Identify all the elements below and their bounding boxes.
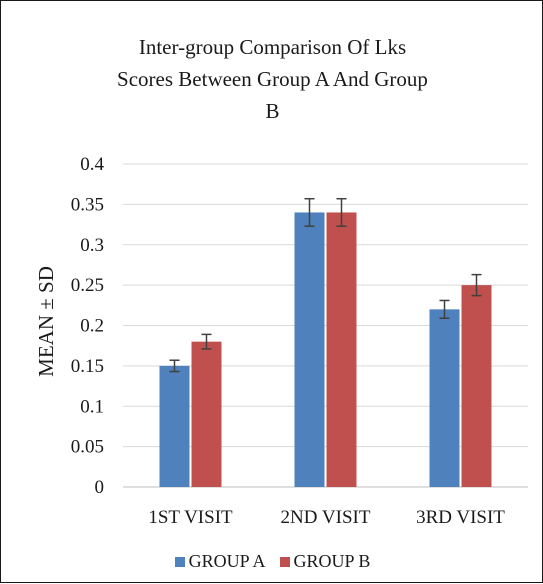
chart-legend: GROUP A GROUP B (1, 551, 543, 572)
bar-group-a-2 (429, 309, 460, 487)
chart-title-line-3: B (265, 99, 280, 123)
y-tick-label: 0.35 (71, 194, 104, 215)
legend-label-group-a: GROUP A (188, 551, 266, 571)
legend-label-group-b: GROUP B (293, 551, 371, 571)
bar-group-a-0 (159, 365, 190, 487)
bar-group-a-1 (294, 212, 325, 487)
y-tick-label: 0.1 (80, 396, 104, 417)
x-tick-label: 3RD VISIT (416, 507, 505, 528)
y-tick-label: 0.4 (80, 154, 104, 175)
y-tick-label: 0.2 (80, 316, 104, 337)
chart-title-line-1: Inter-group Comparison Of Lks (138, 35, 407, 59)
legend-item-group-b: GROUP B (279, 551, 371, 572)
chart-title-line-2: Scores Between Group A And Group (117, 67, 428, 91)
bar-group-b-2 (461, 285, 492, 487)
y-tick-label: 0.25 (71, 275, 104, 296)
legend-item-group-a: GROUP A (174, 551, 266, 572)
bar-group-b-1 (326, 212, 357, 487)
y-axis-label: MEAN ± SD (34, 266, 58, 377)
x-tick-label: 1ST VISIT (148, 507, 233, 528)
x-tick-label: 2ND VISIT (281, 507, 371, 528)
bar-group-b-0 (191, 341, 222, 487)
legend-swatch-group-b (279, 556, 290, 567)
legend-swatch-group-a (174, 556, 185, 567)
y-tick-label: 0 (95, 477, 105, 498)
y-tick-label: 0.3 (80, 235, 104, 256)
y-tick-label: 0.15 (71, 356, 104, 377)
y-tick-label: 0.05 (71, 437, 104, 458)
